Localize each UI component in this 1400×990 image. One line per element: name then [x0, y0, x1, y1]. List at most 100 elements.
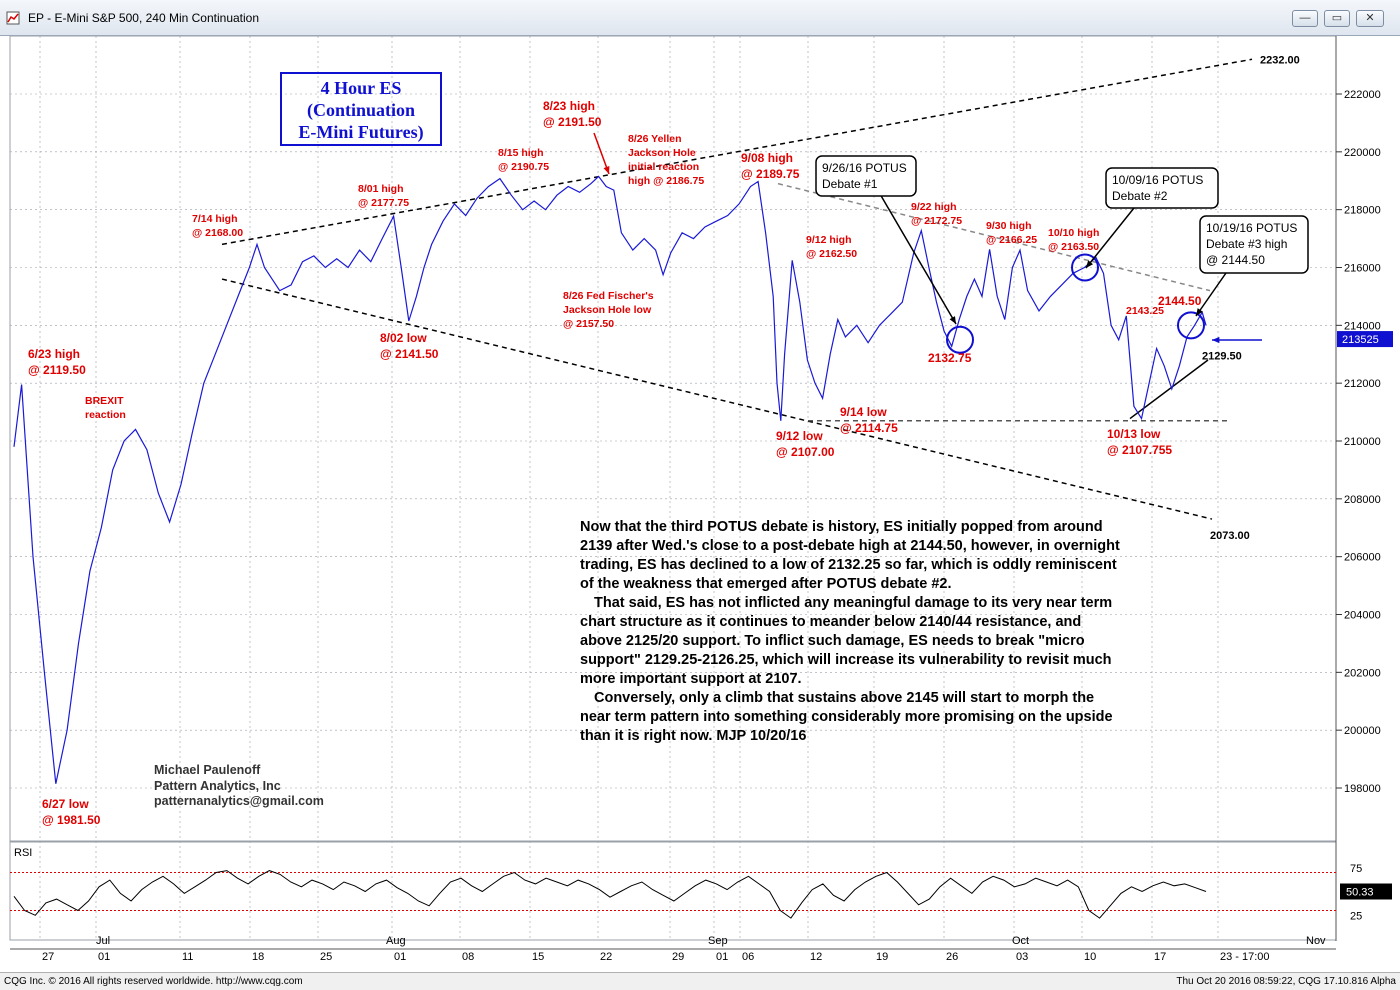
- author-email[interactable]: patternanalytics@gmail.com: [154, 794, 324, 808]
- date-tick-label: 19: [876, 951, 888, 963]
- price-tick-label: 210000: [1344, 436, 1381, 448]
- arrow-head: [1212, 336, 1220, 344]
- date-tick-label: 23 - 17:00: [1220, 951, 1270, 963]
- date-tick-label: 18: [252, 951, 264, 963]
- price-annotation: 6/27 low @ 1981.50: [42, 797, 101, 827]
- price-annotation: BREXIT reaction: [85, 395, 126, 421]
- rsi-value: 50.33: [1346, 887, 1374, 899]
- rsi-tick-label: 75: [1350, 863, 1362, 875]
- highlight-circles: [946, 253, 1205, 354]
- last-price-value: 213525: [1342, 334, 1379, 346]
- minimize-button[interactable]: —: [1292, 10, 1318, 27]
- date-tick-label: 29: [672, 951, 684, 963]
- level-labels: 2232.00 2073.00 2129.50: [1202, 54, 1300, 542]
- debate-callout-box: [1105, 167, 1219, 209]
- price-annotation: 10/10 high @ 2163.50: [1048, 227, 1099, 253]
- date-tick-label: 01: [716, 951, 728, 963]
- maximize-button[interactable]: ▭: [1324, 10, 1350, 27]
- date-axis-ticks: 27 01 11 18 25 01 08 15 22 29 01 06 12 19 26 03 10 17 23 -…: [10, 935, 1336, 963]
- price-annotation: 9/22 high @ 2172.75: [911, 201, 962, 227]
- lower-trendline: [221, 278, 1213, 520]
- chart-title-box: 4 Hour ES (Continuation E-Mini Futures): [280, 72, 442, 146]
- arrow-head: [1196, 308, 1203, 316]
- annotation-arrow: [879, 193, 957, 325]
- price-annotation: 6/23 high @ 2119.50: [28, 347, 86, 377]
- date-tick-label: 27: [42, 951, 54, 963]
- debate-highlight-circle: [1071, 253, 1099, 282]
- price-annotation: 8/26 Yellen Jackson Hole initial reaction h…: [628, 133, 704, 187]
- commentary-paragraph-3: Conversely, only a climb that sustains a…: [580, 690, 1113, 744]
- timestamp-text: Thu Oct 20 2016 08:59:22, CQG 17.10.816 …: [1176, 976, 1396, 987]
- debate-resistance-line: [777, 182, 1211, 292]
- commentary-text: Now that the third POTUS debate is histo…: [580, 518, 1120, 746]
- date-tick-label: 01: [394, 951, 406, 963]
- price-annotation: 9/12 high @ 2162.50: [806, 234, 857, 260]
- annotation-arrow: [1085, 207, 1135, 269]
- price-annotation: 8/15 high @ 2190.75: [498, 147, 549, 173]
- arrow-head: [1086, 260, 1094, 268]
- price-tick-label: 214000: [1344, 320, 1381, 332]
- month-label: Nov: [1306, 935, 1326, 947]
- price-annotation: 8/02 low @ 2141.50: [380, 331, 439, 361]
- price-grid: [10, 93, 1336, 789]
- date-tick-label: 06: [742, 951, 754, 963]
- arrow-head: [603, 166, 610, 174]
- price-annotations: 6/23 high @ 2119.50 BREXIT reaction 6/27 low…: [28, 99, 1262, 827]
- price-annotation: 7/14 high @ 2168.00: [192, 213, 243, 239]
- month-label: Oct: [1012, 935, 1029, 947]
- copyright-text: CQG Inc. © 2016 All rights reserved worl…: [4, 976, 303, 987]
- date-tick-label: 08: [462, 951, 474, 963]
- month-label: Aug: [386, 935, 406, 947]
- upper-trendline: [221, 58, 1253, 246]
- debate-callouts: 9/26/16 POTUS Debate #1 10/09/16 POTUS Deba…: [815, 155, 1309, 274]
- price-annotation: 9/08 high @ 2189.75: [741, 151, 800, 181]
- price-tick-label: 212000: [1344, 378, 1381, 390]
- price-tick-label: 198000: [1344, 783, 1381, 795]
- date-tick-label: 17: [1154, 951, 1166, 963]
- price-tick-label: 222000: [1344, 89, 1381, 101]
- commentary-paragraph-2: That said, ES has not inflicted any mean…: [580, 595, 1113, 687]
- debate-callout-text: 10/09/16 POTUS Debate #2: [1112, 173, 1203, 203]
- date-tick-label: 10: [1084, 951, 1096, 963]
- debate-callout-box: [1199, 215, 1309, 274]
- date-tick-label: 01: [98, 951, 110, 963]
- level-label: 2129.50: [1202, 351, 1242, 363]
- close-button[interactable]: ✕: [1356, 10, 1384, 27]
- date-tick-label: 03: [1016, 951, 1028, 963]
- price-tick-label: 202000: [1344, 667, 1381, 679]
- rsi-line: [13, 870, 1207, 919]
- author-name: Michael Paulenoff: [154, 763, 261, 777]
- debate-highlight-circle: [1177, 311, 1205, 340]
- rsi-pane: [9, 841, 1337, 941]
- title-line-1: 4 Hour ES: [320, 78, 402, 98]
- chart-app-icon: [6, 11, 20, 25]
- level-label: 2232.00: [1260, 54, 1300, 66]
- price-series-line: [13, 175, 1207, 784]
- date-tick-label: 25: [320, 951, 332, 963]
- debate-callout-text: 9/26/16 POTUS Debate #1: [822, 161, 907, 191]
- debate-highlight-circle: [946, 325, 974, 354]
- price-annotation: 8/26 Fed Fischer's Jackson Hole low @ 2157…: [563, 290, 654, 330]
- debate-callout-text: 10/19/16 POTUS Debate #3 high @ 2144.50: [1206, 221, 1297, 267]
- price-tick-label: 200000: [1344, 725, 1381, 737]
- arrow-head: [949, 316, 956, 324]
- rsi-label: RSI: [14, 847, 32, 859]
- title-line-3: E-Mini Futures): [298, 122, 424, 142]
- month-label: Jul: [96, 935, 110, 947]
- price-tick-label: 218000: [1344, 205, 1381, 217]
- author-company: Pattern Analytics, Inc: [154, 778, 281, 793]
- price-chart[interactable]: 198000 200000 202000 204000 206000 208000 2100…: [0, 36, 1400, 972]
- window-title: EP - E-Mini S&P 500, 240 Min Continuatio…: [28, 11, 260, 25]
- price-annotation: 2144.50: [1158, 294, 1202, 308]
- rsi-tick-label: 25: [1350, 910, 1362, 922]
- title-line-2: (Continuation: [306, 100, 416, 120]
- rsi-indicator: RSI 75 25 50.33: [10, 847, 1392, 922]
- price-tick-label: 204000: [1344, 610, 1381, 622]
- rsi-value-box: [1340, 883, 1392, 900]
- date-tick-label: 22: [600, 951, 612, 963]
- window-titlebar: EP - E-Mini S&P 500, 240 Min Continuatio…: [0, 0, 1400, 36]
- price-axis-area: [1337, 36, 1399, 941]
- price-annotation: 2143.25: [1126, 305, 1164, 317]
- price-annotation: 8/23 high @ 2191.50: [543, 99, 602, 129]
- price-annotation: 8/01 high @ 2177.75: [358, 183, 409, 209]
